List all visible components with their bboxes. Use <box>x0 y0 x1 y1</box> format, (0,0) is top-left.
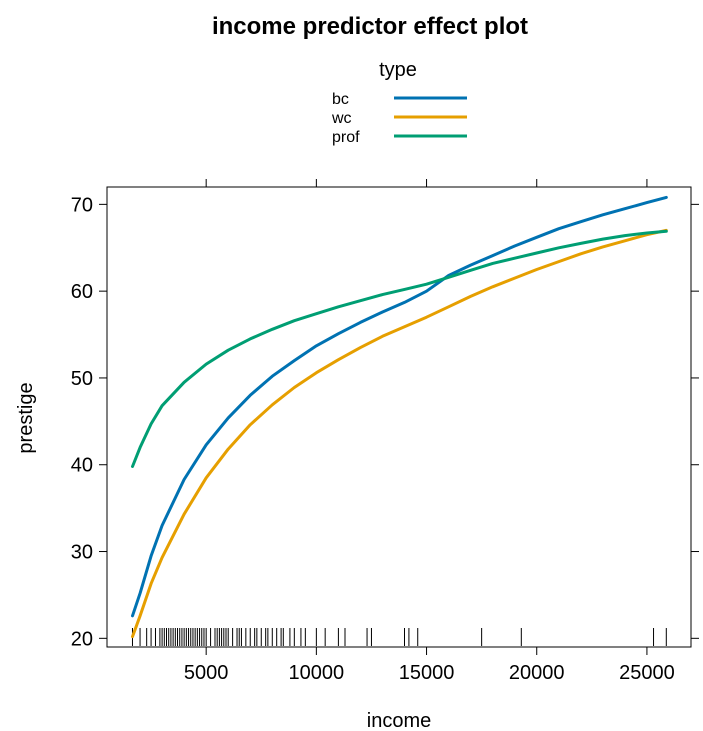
plot-frame <box>106 186 692 648</box>
series-line-wc <box>131 228 668 639</box>
legend: type bc wc prof <box>331 59 467 146</box>
legend-label-prof: prof <box>332 129 360 146</box>
legend-title: type <box>379 59 417 81</box>
y-tick-label: 30 <box>71 542 93 564</box>
x-axis-label: income <box>367 710 431 731</box>
y-tick-label: 60 <box>71 281 93 303</box>
legend-label-bc: bc <box>332 91 349 108</box>
chart-title: income predictor effect plot <box>212 13 528 40</box>
x-tick-label: 25000 <box>619 662 675 684</box>
y-tick-label: 40 <box>71 455 93 477</box>
y-axis-label: prestige <box>15 382 37 453</box>
x-tick-label: 15000 <box>399 662 455 684</box>
x-tick-label: 20000 <box>509 662 565 684</box>
legend-label-wc: wc <box>331 110 352 127</box>
series-line-prof <box>131 229 668 468</box>
y-tick-label: 70 <box>71 194 93 216</box>
x-tick-label: 5000 <box>184 662 229 684</box>
series-line-bc <box>131 195 668 618</box>
y-tick-label: 50 <box>71 368 93 390</box>
y-tick-label: 20 <box>71 628 93 650</box>
x-tick-label: 10000 <box>289 662 345 684</box>
